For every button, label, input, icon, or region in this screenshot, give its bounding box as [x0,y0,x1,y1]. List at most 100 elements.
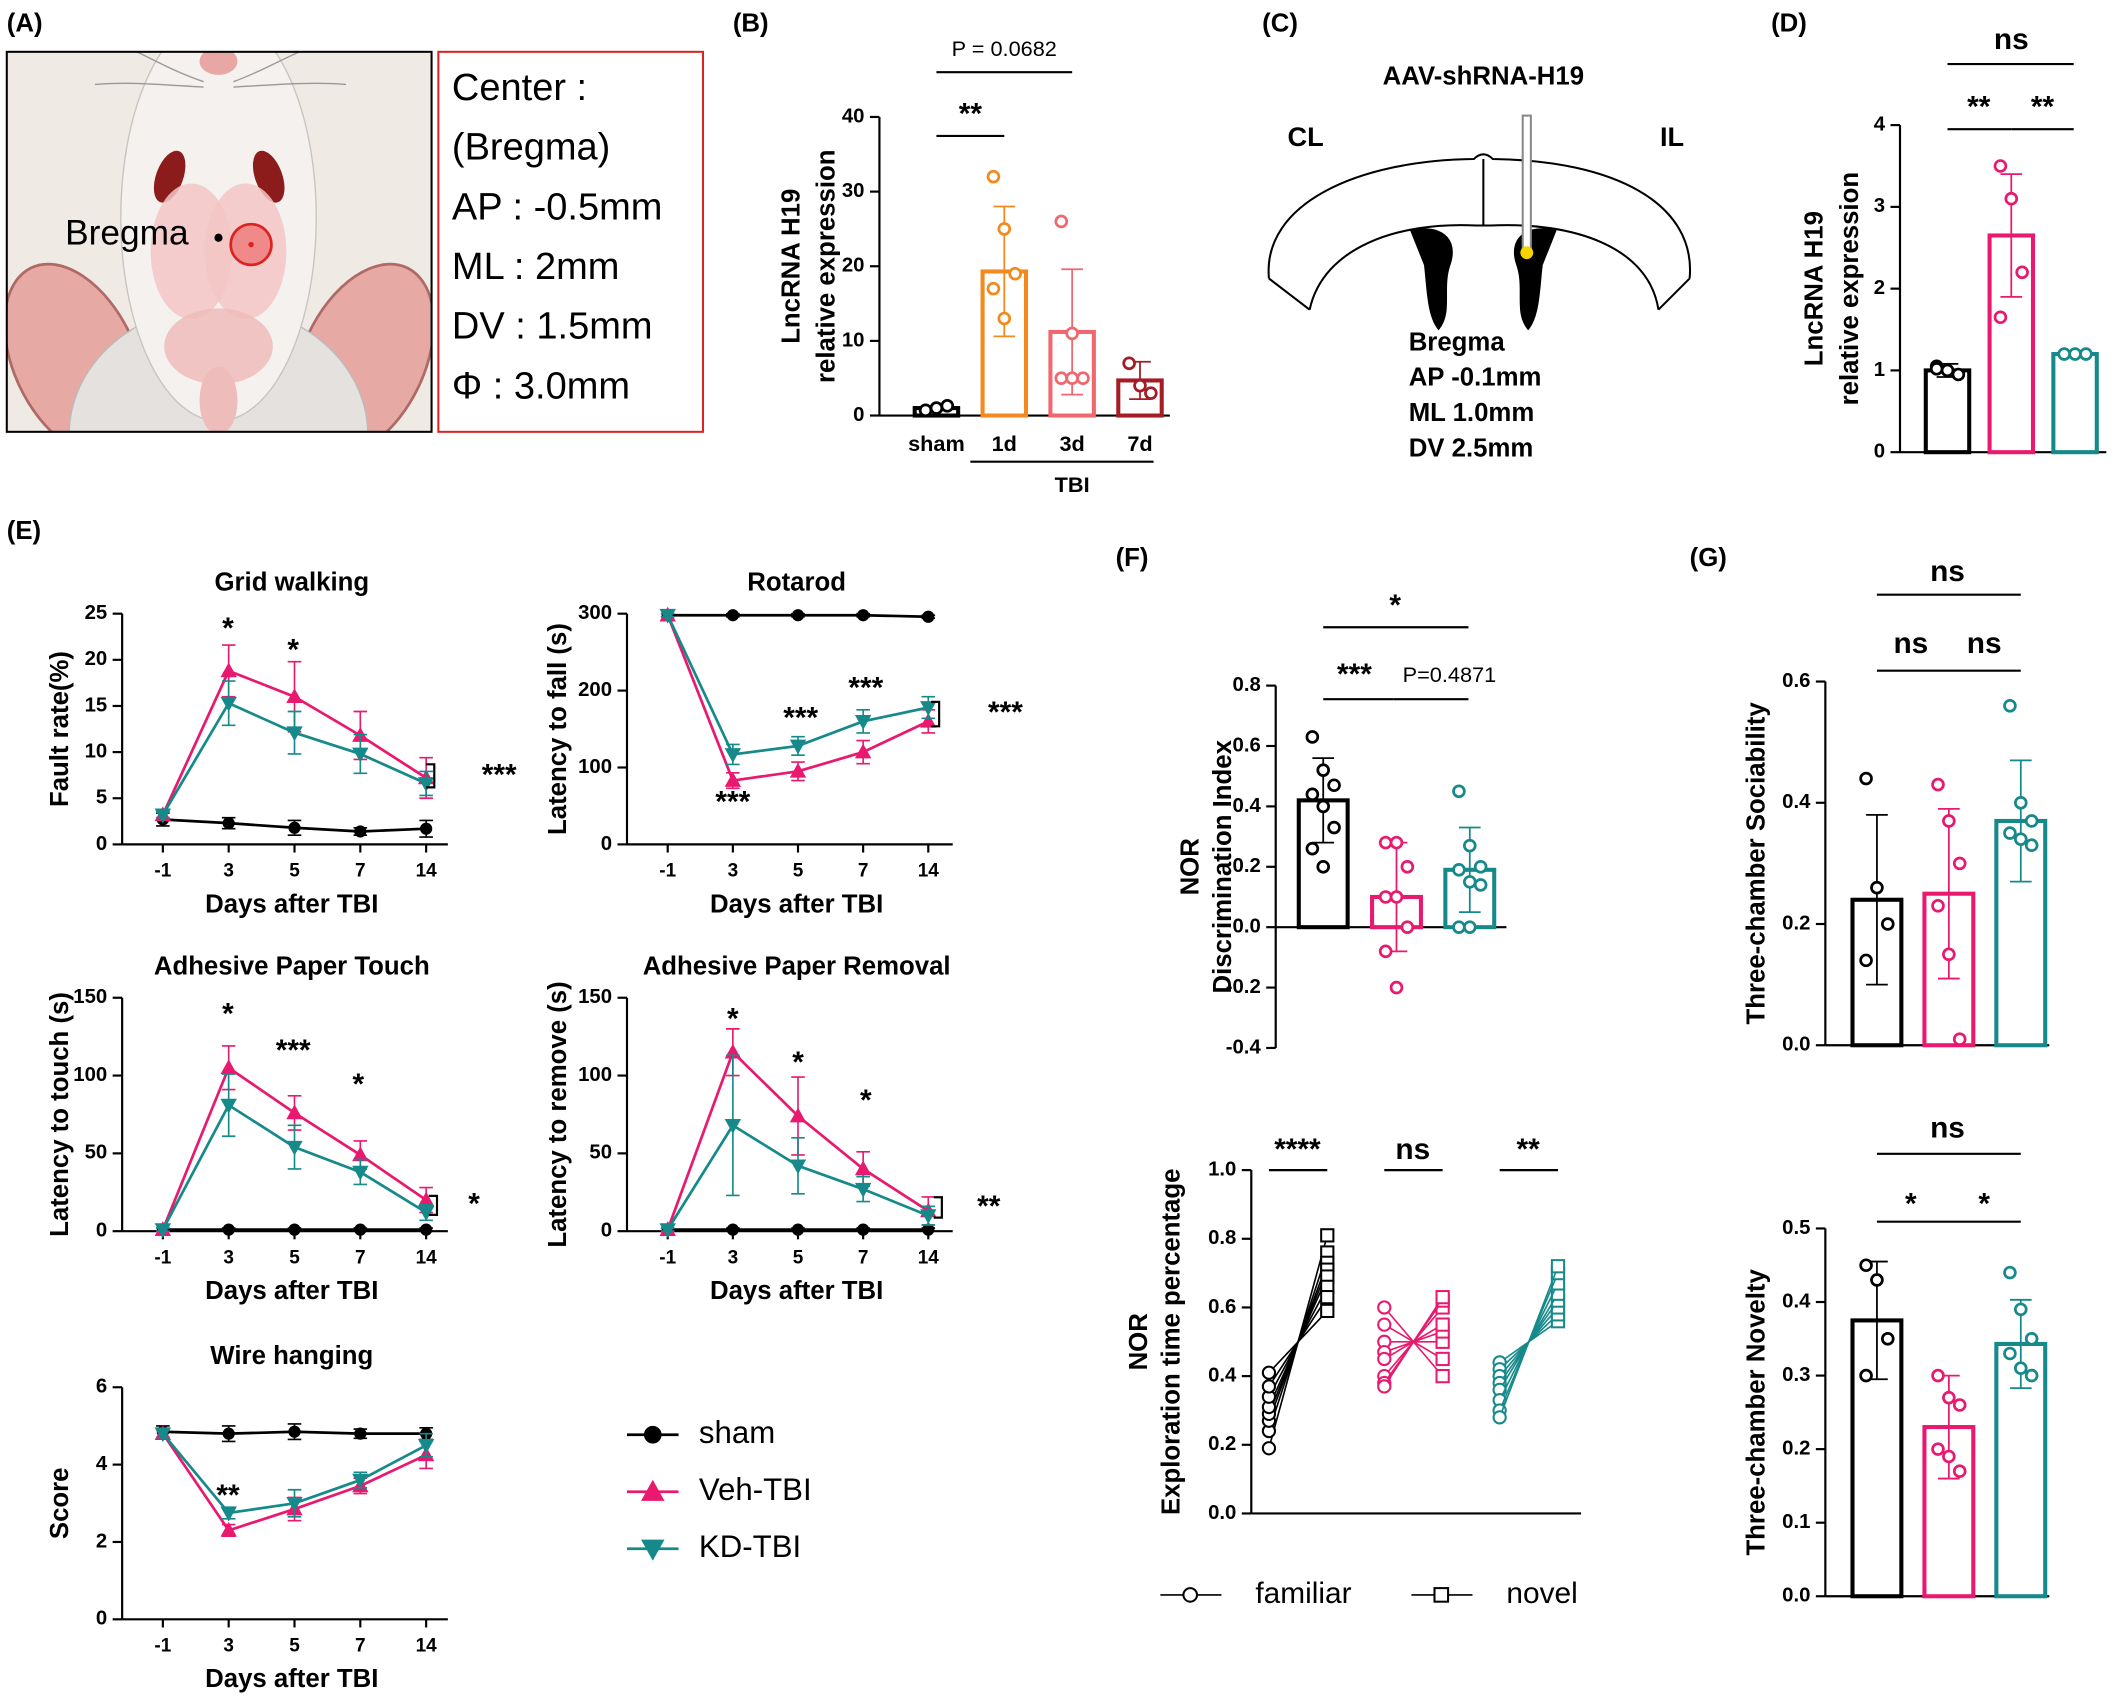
data-point [1942,814,1956,828]
panel-label: (D) [1771,9,1807,37]
significance-label: ns [1395,1133,1430,1166]
marker [854,715,872,730]
data-point [1859,1258,1873,1273]
significance-bracket [426,763,436,789]
significance-label: ns [1994,23,2029,56]
data-point [1931,899,1945,913]
bar [2051,352,2099,455]
y-tick-label: 0 [601,1220,612,1242]
x-tick-label: 3 [223,1635,234,1656]
y-tick-label: 4 [1874,113,1886,135]
y-tick-label: 0 [1874,441,1885,463]
data-point [1870,1273,1884,1287]
x-axis-title: Days after TBI [205,1277,378,1305]
y-tick-label: 2 [1874,277,1885,299]
panel-a-illustration [5,50,705,433]
side-label: CL [1287,121,1323,152]
y-tick-label: 0 [96,833,107,855]
marker [286,1496,303,1512]
significance-label: * [1905,1187,1917,1220]
x-tick-label: 5 [289,1247,300,1268]
data-point [1305,730,1320,744]
familiar-point [1492,1410,1507,1425]
marker [222,817,235,830]
marker [791,609,805,622]
data-point [2004,191,2019,206]
significance-label: *** [848,672,883,705]
y-tick-label: -0.2 [1226,976,1261,998]
y-tick-label: 0.0 [1782,1034,1810,1056]
x-tick-label: 14 [416,1247,438,1268]
data-point [1463,838,1477,853]
y-tick-label: 150 [578,986,612,1008]
significance-label: * [468,1187,480,1220]
panel-label: (F) [1116,544,1149,572]
marker [417,1206,435,1221]
data-point [1389,980,1404,995]
data-point [2014,1302,2028,1317]
data-point [1305,841,1320,856]
legend-label: familiar [1255,1577,1351,1610]
data-point [1940,363,1955,378]
marker [222,1427,235,1440]
marker [920,712,937,728]
data-point [1316,763,1330,777]
data-point [1473,878,1488,892]
data-point [1452,784,1466,799]
x-tick-label: -1 [659,1247,676,1268]
marker [920,1209,937,1225]
x-tick-label: 7d [1127,431,1152,456]
y-tick-label: 200 [578,679,612,701]
data-point [1316,799,1330,814]
significance-label: *** [276,1034,311,1067]
group-label: TBI [1055,472,1090,497]
data-point [2079,347,2093,361]
data-point [929,401,944,415]
y-tick-label: 0.2 [1782,912,1810,934]
marker [659,1223,676,1239]
significance-label: * [222,997,234,1030]
x-tick-label: 7 [355,1247,366,1268]
y-tick-label: 5 [96,787,107,809]
y-tick-label: 40 [842,105,865,127]
panel-label: (A) [7,9,43,37]
y-tick-label: 0.8 [1233,674,1261,696]
marker [352,1146,369,1162]
significance-label: P=0.4871 [1403,662,1497,687]
chart-title: Adhesive Paper Touch [154,953,430,981]
y-tick-label: 0.0 [1782,1585,1810,1607]
data-point [986,169,1001,184]
coordinate-line: Φ : 3.0mm [452,365,630,407]
marker [857,1223,870,1236]
y-tick-label: 20 [85,648,108,670]
y-tick-label: 100 [73,1064,107,1086]
familiar-point [1377,1379,1392,1394]
data-point [2024,1368,2039,1383]
y-tick-label: 10 [842,329,865,351]
significance-bracket [931,700,941,728]
marker [724,772,742,787]
data-point [2015,265,2029,280]
chart-title: Rotarod [747,569,846,597]
marker [417,777,435,792]
significance-label: ** [216,1479,240,1512]
y-tick-label: 10 [85,740,108,762]
marker [857,609,870,622]
significance-label: ns [1930,1111,1965,1144]
x-tick-label: 5 [289,1635,300,1656]
marker [854,743,872,759]
marker [352,1165,369,1181]
x-tick-label: -1 [154,1635,171,1656]
marker [288,1425,301,1438]
marker [154,1427,172,1443]
x-tick-label: 14 [416,1635,438,1656]
coordinate-line: ML 1.0mm [1409,399,1535,427]
marker [420,822,433,835]
marker [791,1223,805,1236]
y-tick-label: 20 [842,255,865,277]
data-point [2014,1361,2028,1376]
x-tick-label: sham [908,431,965,456]
marker [286,688,303,704]
x-tick-label: 7 [858,1247,869,1268]
